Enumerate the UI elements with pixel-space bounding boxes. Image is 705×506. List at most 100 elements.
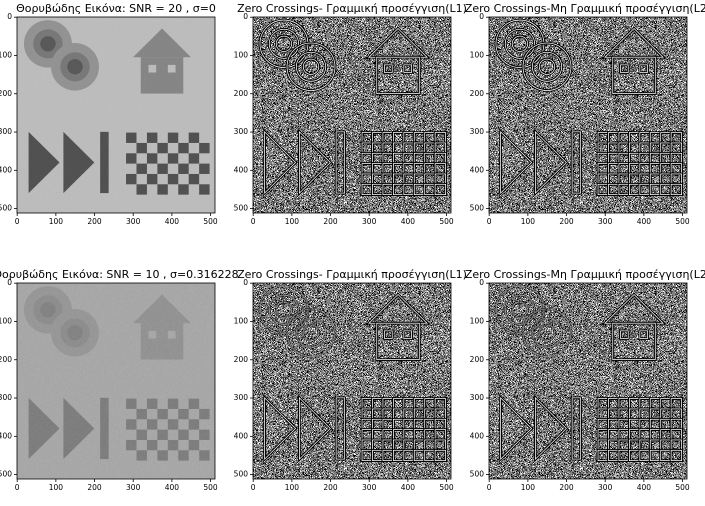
edge (511, 35, 529, 52)
y-tick-label: 300 (234, 127, 249, 136)
axes-frame (252, 282, 452, 480)
grain (17, 283, 215, 479)
edge (494, 284, 546, 335)
axes-frame (16, 16, 216, 214)
edge (384, 64, 393, 73)
edge (258, 284, 310, 335)
x-tick-label: 500 (439, 217, 454, 226)
x-tick-label: 0 (487, 217, 492, 226)
y-tick-label: 0 (7, 12, 12, 21)
edge (510, 300, 530, 319)
x-tick-label: 0 (251, 483, 256, 492)
edge (522, 42, 572, 91)
x-tick-label: 200 (559, 217, 574, 226)
x-tick-label: 200 (323, 217, 338, 226)
y-tick-label: 0 (243, 278, 248, 287)
y-tick-label: 300 (234, 393, 249, 402)
edge (299, 130, 331, 195)
edge (376, 322, 420, 360)
image-panel (489, 17, 687, 213)
image-content (489, 283, 687, 479)
axes-frame (252, 16, 452, 214)
y-tick-label: 100 (0, 50, 12, 59)
edge (294, 316, 328, 349)
x-tick-label: 400 (165, 217, 180, 226)
x-tick-label: 100 (49, 217, 64, 226)
grain (17, 17, 215, 213)
x-tick-label: 300 (362, 483, 377, 492)
y-tick-label: 400 (470, 431, 485, 440)
y-tick-label: 500 (0, 204, 12, 213)
edge (295, 317, 327, 348)
edge (275, 301, 293, 318)
x-tick-label: 300 (362, 217, 377, 226)
y-tick-label: 100 (470, 316, 485, 325)
edge (384, 330, 393, 339)
edge (299, 396, 331, 461)
y-tick-label: 500 (234, 470, 249, 479)
y-tick-label: 400 (0, 431, 12, 440)
edge (295, 51, 327, 82)
y-tick-label: 300 (470, 127, 485, 136)
edge (403, 64, 412, 73)
image-panel (489, 283, 687, 479)
y-tick-label: 400 (470, 165, 485, 174)
edge (511, 301, 529, 318)
x-tick-label: 200 (87, 483, 102, 492)
edge (267, 293, 300, 326)
y-tick-label: 0 (243, 12, 248, 21)
edge (268, 294, 300, 325)
y-tick-label: 0 (7, 278, 12, 287)
y-tick-label: 200 (234, 89, 249, 98)
y-tick-label: 200 (470, 89, 485, 98)
panel-title: Zero Crossings- Γραμμική προσέγγιση(L1) (237, 2, 467, 15)
image-content (17, 283, 215, 479)
edge (670, 449, 682, 462)
x-tick-label: 500 (203, 217, 218, 226)
x-tick-label: 0 (251, 217, 256, 226)
edge (535, 396, 567, 461)
edge (535, 130, 567, 195)
x-tick-label: 300 (598, 217, 613, 226)
x-tick-label: 100 (49, 483, 64, 492)
x-tick-label: 200 (323, 483, 338, 492)
image-content (17, 17, 215, 213)
y-tick-label: 300 (0, 393, 12, 402)
y-tick-label: 500 (234, 204, 249, 213)
x-tick-label: 300 (598, 483, 613, 492)
edge (302, 58, 320, 75)
edge (531, 51, 563, 82)
x-tick-label: 400 (401, 217, 416, 226)
x-tick-label: 0 (15, 217, 20, 226)
y-tick-label: 500 (0, 470, 12, 479)
x-tick-label: 100 (521, 217, 536, 226)
edge (335, 131, 346, 194)
axes-frame (488, 282, 688, 480)
y-tick-label: 200 (470, 355, 485, 364)
y-tick-label: 100 (0, 316, 12, 325)
edge (538, 58, 556, 75)
y-tick-label: 400 (234, 165, 249, 174)
axes-frame (16, 282, 216, 480)
edge (571, 397, 582, 460)
y-tick-label: 200 (0, 355, 12, 364)
image-panel (253, 17, 451, 213)
edge (504, 28, 536, 59)
edge (612, 56, 656, 94)
x-tick-label: 400 (401, 483, 416, 492)
axes-frame (488, 16, 688, 214)
x-tick-label: 100 (285, 483, 300, 492)
edge (274, 300, 294, 319)
edge (301, 323, 321, 342)
y-tick-label: 200 (234, 355, 249, 364)
y-tick-label: 200 (0, 89, 12, 98)
edge (503, 293, 536, 326)
edge (639, 330, 648, 339)
edge (434, 449, 446, 462)
x-tick-label: 400 (165, 483, 180, 492)
y-tick-label: 500 (470, 204, 485, 213)
image-panel (17, 283, 215, 479)
edge (500, 130, 533, 195)
image-content (253, 283, 451, 479)
